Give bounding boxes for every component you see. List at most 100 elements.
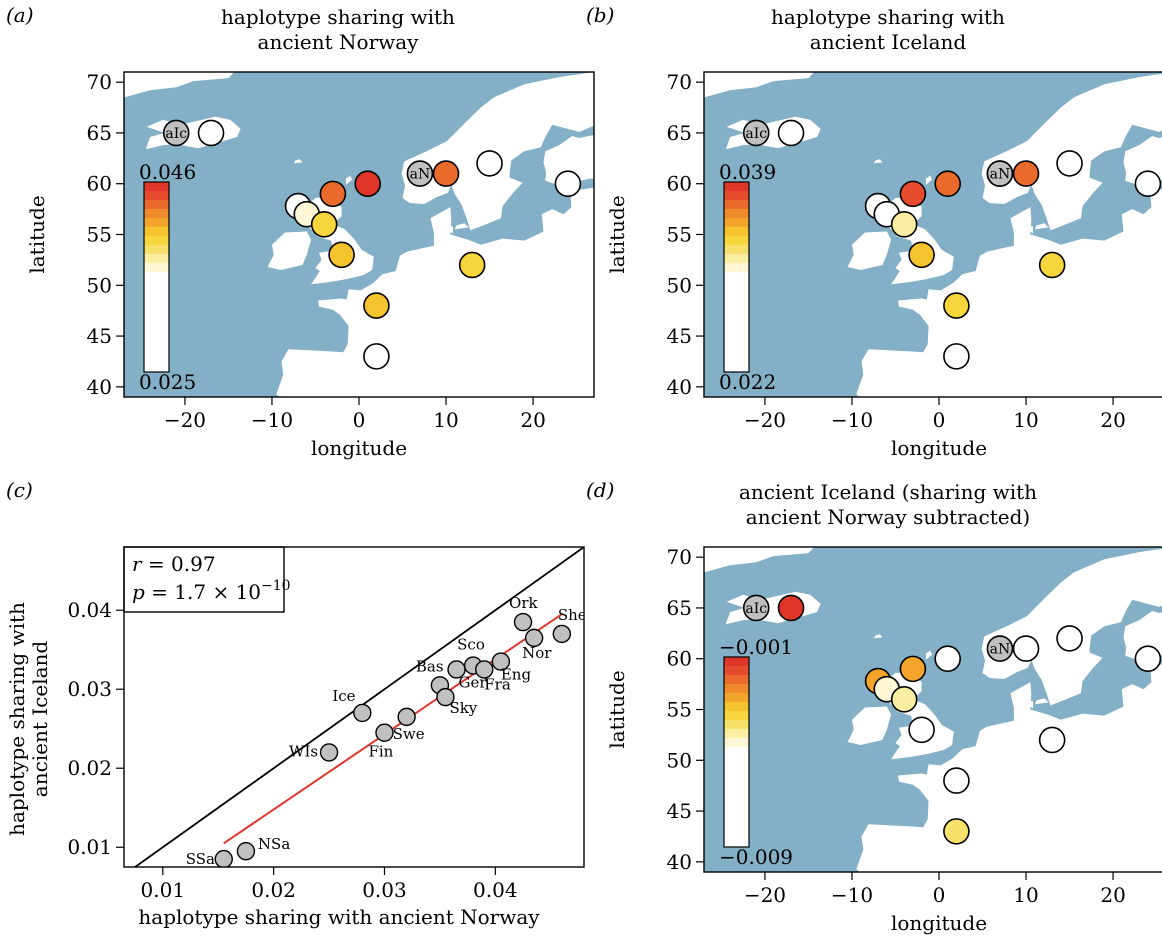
legend-swatch-a-0 — [144, 182, 169, 188]
x-tick-label-a-0: −20 — [164, 408, 206, 432]
land-b-7 — [1013, 356, 1023, 377]
scatter-point-Eng — [491, 652, 511, 671]
reference-point-b-1 — [986, 160, 1014, 187]
scatter-label-Bas: Bas — [416, 657, 444, 675]
scatter-point-Ork — [513, 612, 533, 632]
scatter-point-Fin — [375, 723, 394, 742]
data-point-d-9 — [1038, 726, 1066, 754]
data-point-b-0 — [777, 119, 805, 147]
scatter-label-NSa: NSa — [258, 835, 290, 853]
plot-frame-c — [123, 546, 585, 868]
y-axis-label-c-line-2: ancient Iceland — [28, 641, 52, 798]
legend-swatch-b-1 — [724, 186, 749, 192]
x-tick-label-b-2: 0 — [933, 408, 946, 432]
y-tick-label-d-3: 55 — [667, 698, 692, 722]
legend-swatch-d-19 — [724, 742, 749, 748]
legend-swatch-b-15 — [724, 249, 749, 255]
scatter-label-Sky: Sky — [449, 699, 477, 717]
legend-swatch-b-18 — [724, 262, 749, 268]
legend-swatch-d-11 — [724, 706, 749, 712]
x-axis-label-a: longitude — [311, 436, 407, 460]
legend-swatch-b-19 — [724, 267, 749, 273]
legend-swatch-d-18 — [724, 737, 749, 743]
x-tick-label-d-1: −10 — [831, 883, 873, 907]
legend-bar-border-d — [723, 656, 750, 848]
legend-swatch-b-16 — [724, 253, 749, 259]
legend-swatch-b-0 — [724, 182, 749, 188]
legend-swatch-b-4 — [724, 199, 749, 206]
reference-label-d-0: aIc — [745, 601, 767, 617]
legend-swatch-d-4 — [724, 674, 749, 681]
data-point-b-8 — [908, 241, 935, 269]
legend-swatch-d-17 — [724, 733, 749, 739]
legend-swatch-d-9 — [724, 697, 749, 703]
data-point-a-7 — [328, 241, 355, 269]
scatter-label-Swe: Swe — [393, 725, 425, 743]
y-tick-label-d-4: 60 — [667, 647, 692, 671]
map-area-b: aIc aN — [704, 72, 1162, 420]
land-b-12 — [1034, 223, 1049, 230]
legend-swatch-a-13 — [144, 240, 169, 246]
legend-swatch-b-8 — [724, 217, 749, 224]
title-line-1-a: haplotype sharing with — [221, 5, 455, 29]
reference-point-d-1 — [986, 635, 1014, 662]
reference-point-b-0 — [742, 119, 770, 147]
p-statistic: p = 1.7 × 10−10 — [132, 578, 291, 604]
legend-swatch-b-2 — [724, 190, 749, 197]
y-axis-label-c-line-1: haplotype sharing with — [5, 602, 29, 836]
scatter-label-Fra: Fra — [484, 675, 511, 693]
scatter-label-WIs: WIs — [289, 742, 318, 760]
land-d-1 — [704, 547, 815, 573]
scatter-point-Swe — [397, 707, 416, 727]
legend-swatch-a-4 — [144, 199, 169, 206]
x-tick-label-d-2: 0 — [933, 883, 946, 907]
land-a-3 — [267, 231, 312, 270]
land-b-9 — [1047, 405, 1075, 420]
data-point-b-12 — [1056, 150, 1083, 177]
scatter-label-Sco: Sco — [457, 636, 485, 654]
data-point-d-11 — [1056, 625, 1083, 652]
land-d-3 — [847, 706, 892, 745]
legend-swatch-d-0 — [724, 657, 749, 663]
y-tick-label-c-0: 0.01 — [67, 835, 112, 859]
legend-swatch-d-8 — [724, 692, 749, 699]
data-point-a-0 — [197, 119, 225, 147]
y-tick-label-c-1: 0.02 — [67, 756, 112, 780]
land-a-5 — [401, 72, 594, 231]
legend-swatch-d-16 — [724, 728, 749, 734]
stats-box: r = 0.97p = 1.7 × 10−10 — [123, 546, 291, 613]
land-a-9 — [467, 405, 495, 420]
scatter-label-Nor: Nor — [522, 644, 552, 662]
legend-swatch-a-19 — [144, 267, 169, 273]
legend-min-label-a: 0.025 — [139, 370, 196, 394]
scatter-point-Ice — [353, 703, 372, 723]
legend-swatch-b-11 — [724, 231, 749, 237]
legend-swatch-b-13 — [724, 240, 749, 246]
legend-swatch-d-10 — [724, 701, 749, 707]
legend-swatch-d-6 — [724, 683, 749, 690]
legend-swatch-b-14 — [724, 244, 749, 250]
y-tick-label-d-0: 40 — [667, 850, 692, 874]
title-line-2-a: ancient Norway — [258, 30, 420, 54]
legend-swatch-b-5 — [724, 204, 749, 210]
y-tick-label-b-1: 45 — [667, 324, 692, 348]
fit-line — [223, 613, 563, 845]
data-point-a-1 — [432, 160, 460, 187]
data-point-b-2 — [1012, 160, 1040, 187]
scatter-label-SSa: SSa — [186, 850, 215, 868]
y-tick-label-b-2: 50 — [667, 273, 692, 297]
y-tick-label-d-5: 65 — [667, 596, 692, 620]
data-point-b-3 — [934, 170, 962, 198]
data-point-a-12 — [554, 170, 582, 198]
legend-swatch-d-21 — [724, 751, 749, 757]
r-statistic: r = 0.97 — [132, 552, 216, 576]
x-tick-label-d-4: 20 — [1100, 883, 1125, 907]
y-tick-label-a-2: 50 — [87, 273, 112, 297]
reference-label-b-1: aN — [990, 167, 1011, 183]
data-point-b-13 — [1134, 170, 1162, 198]
data-point-a-9 — [458, 251, 486, 279]
reference-point-a-1 — [406, 160, 434, 187]
y-tick-label-a-1: 45 — [87, 324, 112, 348]
